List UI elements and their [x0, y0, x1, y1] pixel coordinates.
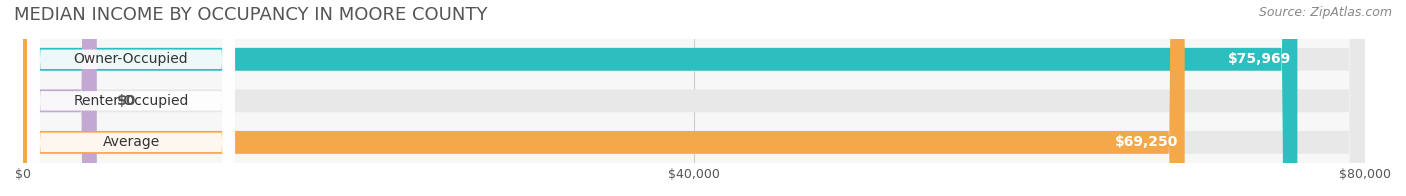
FancyBboxPatch shape	[22, 0, 1365, 196]
FancyBboxPatch shape	[22, 0, 1365, 196]
Text: $75,969: $75,969	[1227, 52, 1291, 66]
FancyBboxPatch shape	[27, 0, 235, 196]
Text: $0: $0	[117, 94, 136, 108]
Text: Renter-Occupied: Renter-Occupied	[73, 94, 188, 108]
FancyBboxPatch shape	[27, 0, 235, 196]
Text: Source: ZipAtlas.com: Source: ZipAtlas.com	[1258, 6, 1392, 19]
FancyBboxPatch shape	[22, 0, 1185, 196]
FancyBboxPatch shape	[22, 0, 1298, 196]
FancyBboxPatch shape	[22, 0, 1365, 196]
Text: Owner-Occupied: Owner-Occupied	[73, 52, 188, 66]
Text: Average: Average	[103, 135, 160, 149]
Text: $69,250: $69,250	[1115, 135, 1178, 149]
FancyBboxPatch shape	[27, 0, 235, 196]
FancyBboxPatch shape	[22, 0, 97, 196]
Text: MEDIAN INCOME BY OCCUPANCY IN MOORE COUNTY: MEDIAN INCOME BY OCCUPANCY IN MOORE COUN…	[14, 6, 488, 24]
